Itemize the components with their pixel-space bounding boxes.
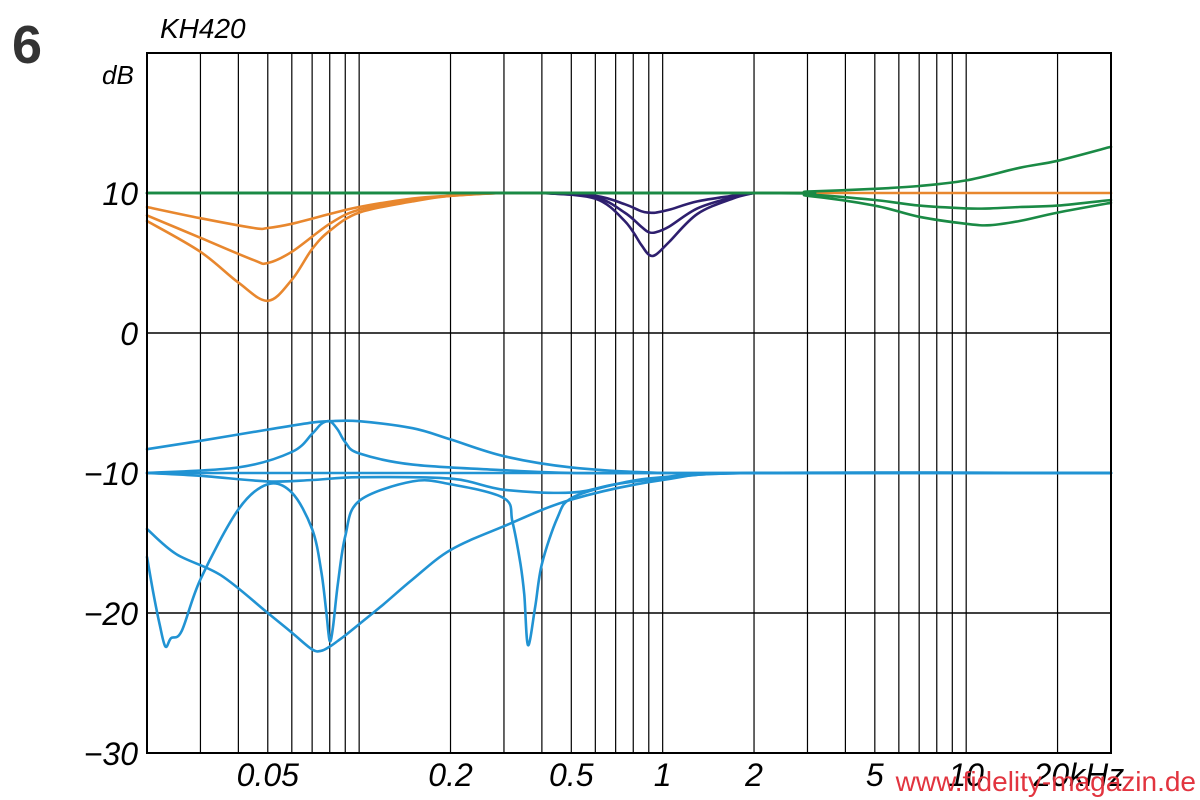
series-line-orange-3: [145, 191, 573, 303]
series-line-blue-15: [145, 471, 1113, 653]
series-layer: [145, 145, 1113, 653]
x-tick-labels: 0.05 0.2 0.5 1 2 5 10 20kHz: [237, 757, 1125, 793]
series-line-green-10: [145, 191, 1113, 227]
y-tick-label: −30: [84, 736, 138, 772]
chart-title: KH420: [160, 13, 246, 44]
series-line-navy-6: [540, 191, 756, 235]
grid: [147, 53, 1111, 754]
y-tick-label: 10: [102, 176, 138, 212]
x-tick-label: 1: [654, 757, 672, 793]
x-tick-label: 0.05: [237, 757, 299, 793]
plot-frame: [146, 52, 1112, 754]
x-tick-label: 0.5: [549, 757, 594, 793]
x-tick-label: 10: [948, 757, 984, 793]
series-line-navy-7: [540, 191, 756, 258]
y-tick-label: −10: [84, 456, 138, 492]
y-axis-label: dB: [102, 60, 134, 90]
y-tick-label: 0: [120, 316, 138, 352]
x-tick-label: 2: [744, 757, 763, 793]
y-tick-label: −20: [84, 596, 138, 632]
series-line-blue-16: [145, 471, 1113, 649]
watermark: www.fidelity-magazin.de: [895, 766, 1196, 797]
x-tick-label: 20kHz: [1033, 757, 1125, 793]
x-tick-label: 0.2: [428, 757, 473, 793]
y-tick-labels: 10 0 −10 −20 −30: [84, 176, 138, 772]
x-tick-label: 5: [866, 757, 884, 793]
figure-number: 6: [12, 15, 43, 75]
series-line-navy-5: [540, 191, 756, 215]
